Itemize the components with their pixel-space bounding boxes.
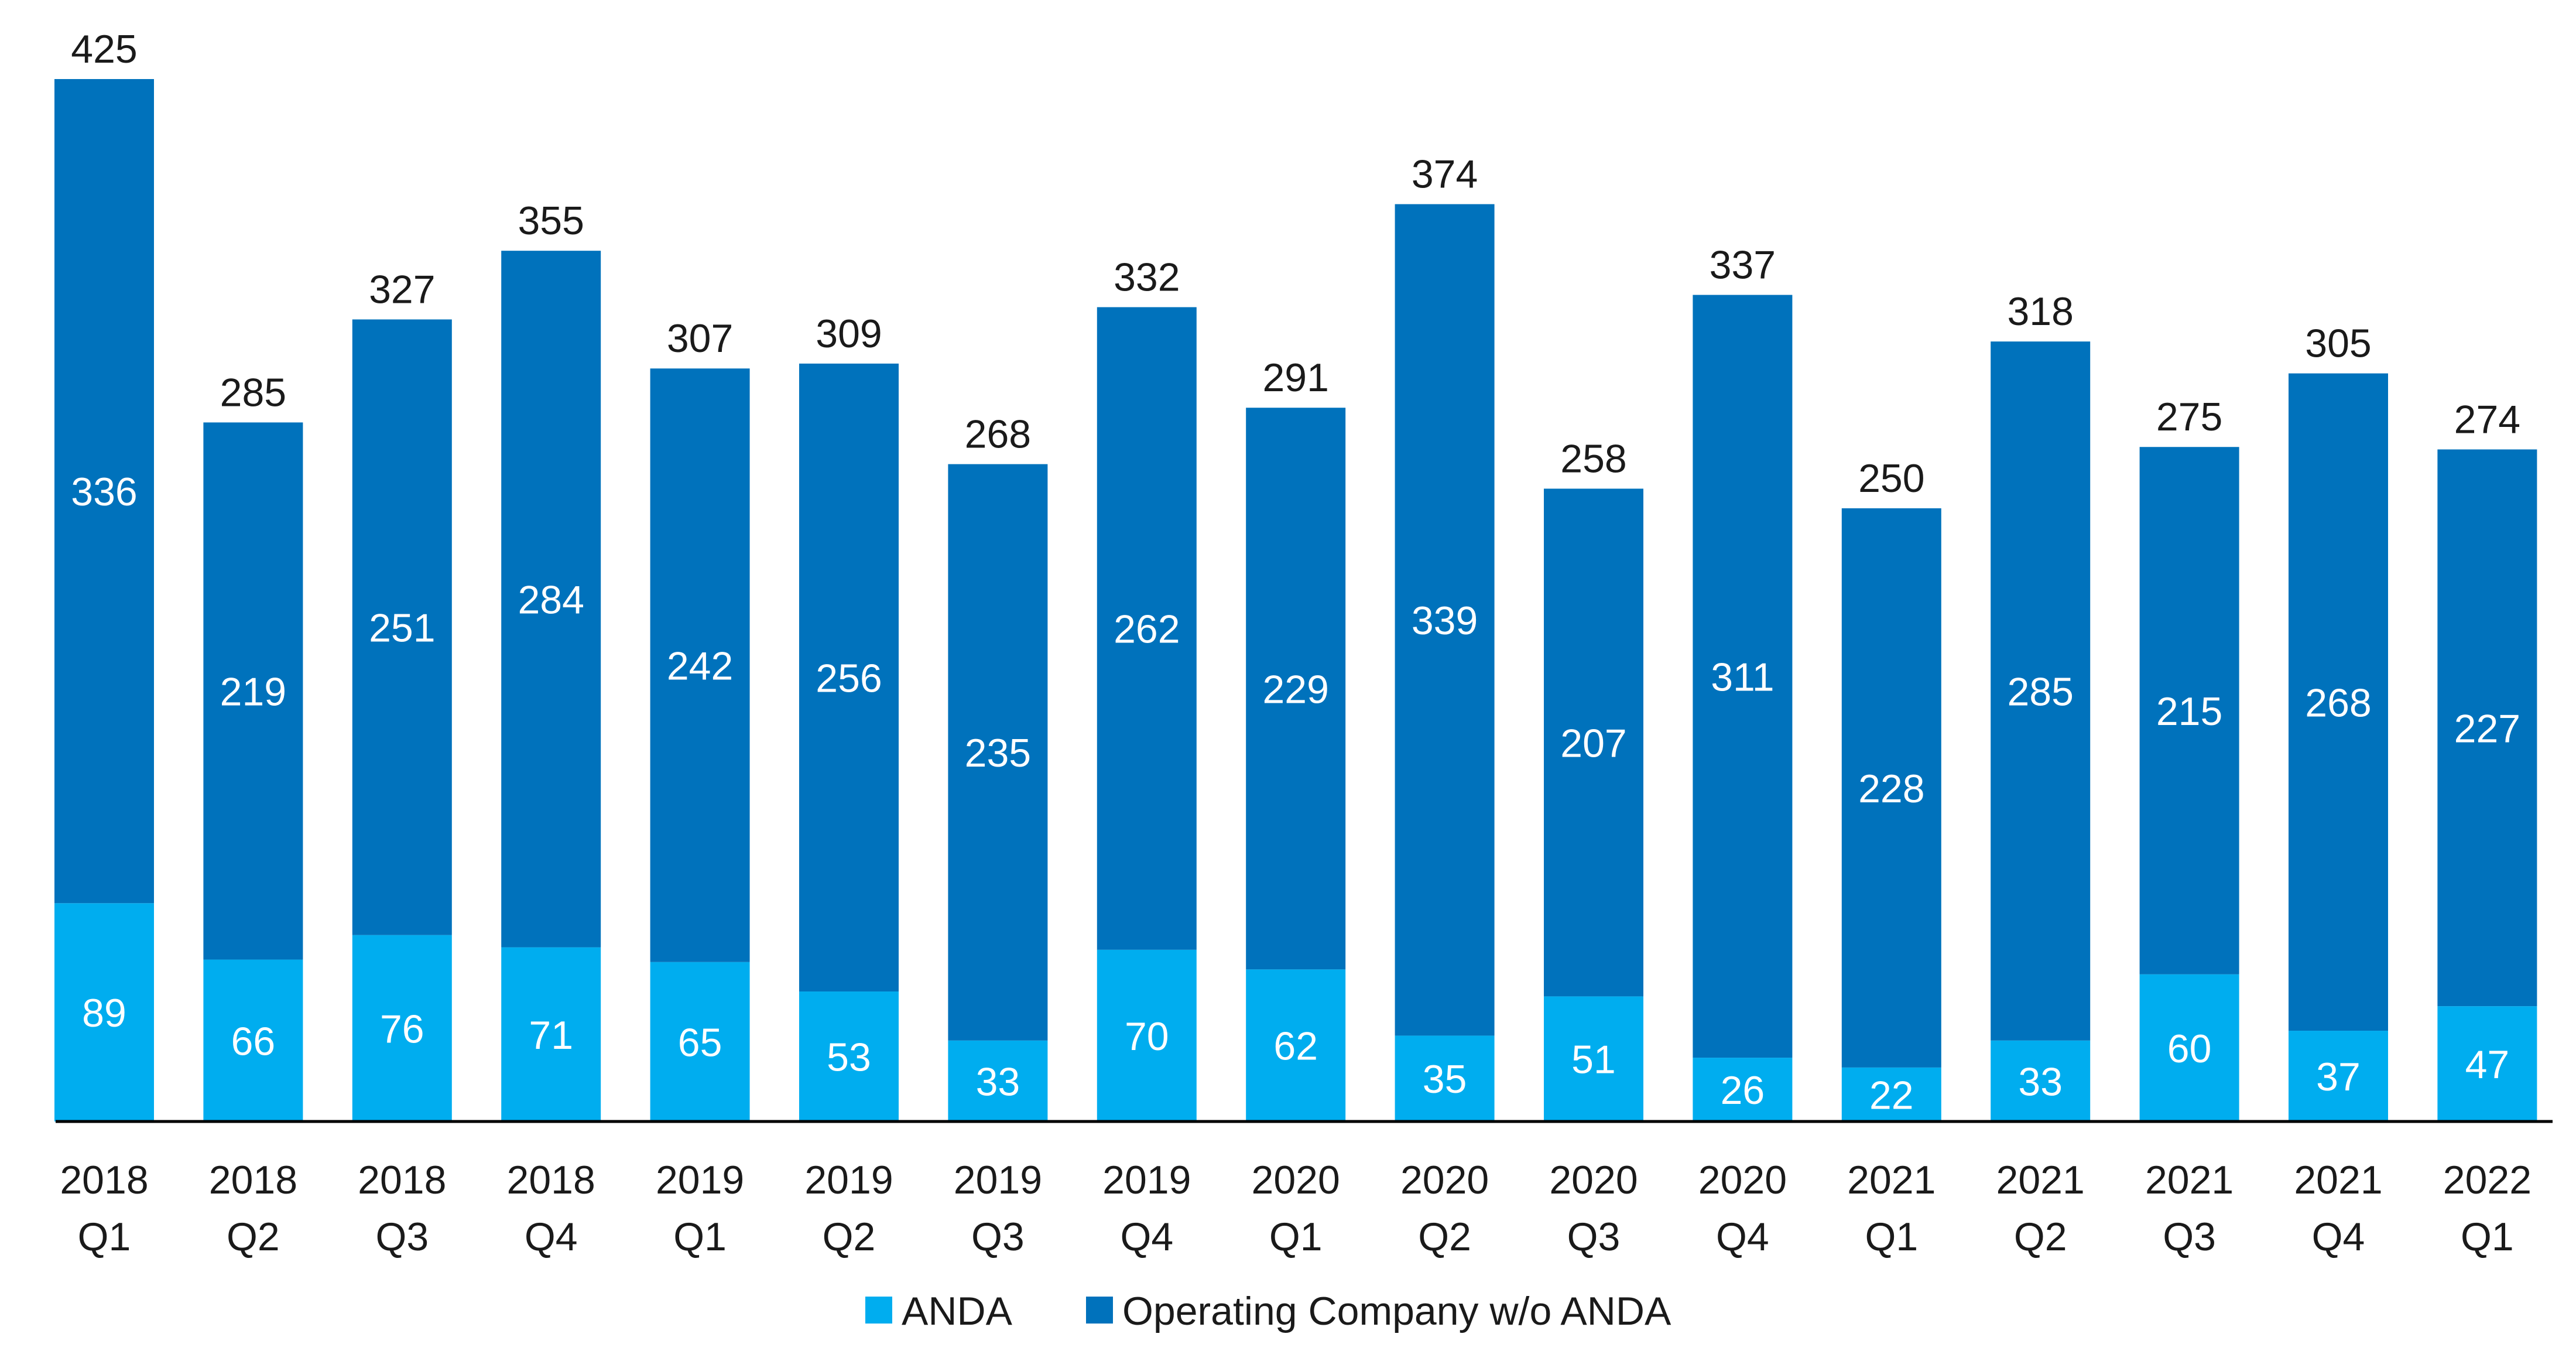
segment-value-label: 229 bbox=[1262, 667, 1328, 712]
x-tick-label-quarter: Q1 bbox=[2461, 1215, 2514, 1259]
segment-value-label: 256 bbox=[816, 656, 882, 700]
segment-value-label: 268 bbox=[2305, 680, 2371, 725]
segment-value-label: 285 bbox=[2007, 669, 2073, 714]
x-tick-label-year: 2020 bbox=[1698, 1158, 1787, 1202]
x-tick-label-quarter: Q4 bbox=[1716, 1215, 1769, 1259]
segment-value-label: 71 bbox=[529, 1013, 573, 1058]
segment-value-label: 219 bbox=[220, 669, 286, 714]
segment-value-label: 242 bbox=[667, 644, 733, 688]
bars-layer bbox=[54, 79, 2537, 1121]
total-value-label: 337 bbox=[1710, 243, 1776, 288]
segment-value-label: 53 bbox=[827, 1035, 871, 1079]
total-value-label: 318 bbox=[2007, 289, 2073, 334]
total-value-label: 309 bbox=[816, 312, 882, 356]
x-tick-labels: 2018 Q1 2018 Q2 2018 Q3 2018 Q4 2019 Q1 2019 Q2 2019… bbox=[60, 1158, 2532, 1259]
segment-value-label: 207 bbox=[1560, 721, 1626, 765]
total-value-label: 327 bbox=[369, 267, 435, 312]
x-tick-label-year: 2020 bbox=[1549, 1158, 1638, 1202]
x-tick-label-year: 2019 bbox=[954, 1158, 1042, 1202]
x-tick-label-quarter: Q1 bbox=[78, 1215, 131, 1259]
x-tick-label-quarter: Q4 bbox=[2312, 1215, 2365, 1259]
x-tick-label-year: 2019 bbox=[656, 1158, 744, 1202]
x-tick-label-year: 2021 bbox=[1847, 1158, 1936, 1202]
legend-swatch-anda bbox=[865, 1297, 892, 1324]
segment-value-label: 227 bbox=[2454, 706, 2520, 751]
segment-value-label: 37 bbox=[2316, 1055, 2361, 1099]
total-value-label: 275 bbox=[2156, 395, 2222, 439]
segment-value-label: 22 bbox=[1869, 1073, 1914, 1117]
x-tick-label-year: 2018 bbox=[358, 1158, 446, 1202]
total-value-label: 285 bbox=[220, 370, 286, 415]
x-tick-label-quarter: Q2 bbox=[2014, 1215, 2067, 1259]
segment-value-label: 262 bbox=[1114, 607, 1180, 652]
total-value-label: 268 bbox=[965, 412, 1031, 457]
x-tick-label-quarter: Q2 bbox=[227, 1215, 280, 1259]
x-tick-label-year: 2018 bbox=[209, 1158, 297, 1202]
total-value-label: 425 bbox=[71, 27, 137, 71]
x-tick-label-quarter: Q1 bbox=[1269, 1215, 1323, 1259]
total-value-label: 291 bbox=[1262, 355, 1328, 400]
segment-value-label: 33 bbox=[976, 1059, 1020, 1104]
x-tick-label-year: 2021 bbox=[1996, 1158, 2085, 1202]
segment-value-label: 76 bbox=[380, 1007, 424, 1051]
x-tick-label-quarter: Q4 bbox=[525, 1215, 578, 1259]
x-tick-label-quarter: Q2 bbox=[823, 1215, 876, 1259]
total-value-label: 250 bbox=[1858, 456, 1924, 501]
x-tick-label-year: 2022 bbox=[2443, 1158, 2532, 1202]
segment-value-label: 60 bbox=[2167, 1027, 2212, 1071]
x-tick-label-year: 2020 bbox=[1400, 1158, 1489, 1202]
x-tick-label-quarter: Q3 bbox=[375, 1215, 429, 1259]
segment-value-label: 65 bbox=[678, 1020, 722, 1065]
segment-value-label: 251 bbox=[369, 606, 435, 651]
segment-value-label: 33 bbox=[2018, 1059, 2063, 1104]
x-tick-label-quarter: Q3 bbox=[1567, 1215, 1621, 1259]
segment-value-label: 235 bbox=[965, 731, 1031, 775]
legend-label-anda: ANDA bbox=[902, 1289, 1013, 1333]
segment-value-label: 26 bbox=[1721, 1068, 1765, 1113]
segment-value-label: 66 bbox=[231, 1019, 276, 1064]
total-value-label: 332 bbox=[1114, 255, 1180, 300]
segment-value-label: 35 bbox=[1423, 1057, 1467, 1102]
x-tick-label-quarter: Q1 bbox=[673, 1215, 727, 1259]
segment-value-label: 89 bbox=[82, 991, 126, 1035]
segment-value-label: 284 bbox=[518, 577, 584, 622]
legend-swatch-operating-company bbox=[1086, 1297, 1113, 1324]
x-tick-label-year: 2018 bbox=[507, 1158, 595, 1202]
legend: ANDA Operating Company w/o ANDA bbox=[865, 1289, 1671, 1333]
segment-value-label: 228 bbox=[1858, 767, 1924, 811]
x-tick-label-year: 2019 bbox=[1102, 1158, 1191, 1202]
total-value-label: 274 bbox=[2454, 397, 2520, 442]
segment-value-label: 62 bbox=[1273, 1024, 1318, 1069]
segment-value-label: 336 bbox=[71, 470, 137, 514]
x-tick-label-year: 2018 bbox=[60, 1158, 148, 1202]
x-tick-label-quarter: Q3 bbox=[2163, 1215, 2216, 1259]
total-value-label: 374 bbox=[1412, 152, 1478, 197]
x-tick-label-year: 2021 bbox=[2145, 1158, 2234, 1202]
x-tick-label-quarter: Q3 bbox=[971, 1215, 1025, 1259]
segment-value-label: 51 bbox=[1571, 1038, 1616, 1082]
segment-value-label: 70 bbox=[1125, 1014, 1169, 1059]
segment-value-label: 339 bbox=[1412, 599, 1478, 643]
x-tick-label-year: 2020 bbox=[1252, 1158, 1340, 1202]
total-value-label: 307 bbox=[667, 316, 733, 361]
segment-value-label: 215 bbox=[2156, 689, 2222, 734]
total-value-label: 355 bbox=[518, 199, 584, 243]
x-tick-label-quarter: Q4 bbox=[1120, 1215, 1173, 1259]
total-value-label: 305 bbox=[2305, 322, 2371, 366]
segment-value-label: 47 bbox=[2465, 1042, 2510, 1087]
segment-value-label: 311 bbox=[1711, 655, 1774, 699]
x-tick-label-quarter: Q2 bbox=[1418, 1215, 1471, 1259]
legend-label-operating-company: Operating Company w/o ANDA bbox=[1122, 1289, 1671, 1333]
total-value-label: 258 bbox=[1560, 436, 1626, 481]
x-tick-label-year: 2021 bbox=[2294, 1158, 2382, 1202]
x-tick-label-year: 2019 bbox=[804, 1158, 893, 1202]
x-tick-label-quarter: Q1 bbox=[1865, 1215, 1918, 1259]
